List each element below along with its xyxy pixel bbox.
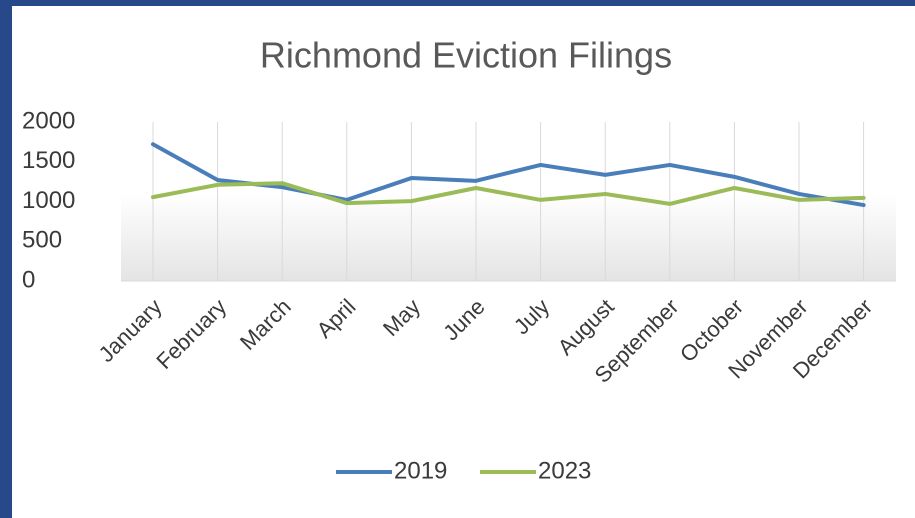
y-tick-label: 1000 [22,187,75,214]
legend-label: 2023 [538,457,591,484]
y-tick-label: 0 [22,266,35,293]
series-line [151,181,866,206]
y-tick-label: 2000 [22,107,75,134]
chart-title: Richmond Eviction Filings [260,35,672,76]
legend-label: 2019 [394,457,447,484]
series-line [151,142,866,208]
y-tick-label: 500 [22,227,62,254]
plot-area [121,122,896,281]
y-tick-label: 1500 [22,147,75,174]
